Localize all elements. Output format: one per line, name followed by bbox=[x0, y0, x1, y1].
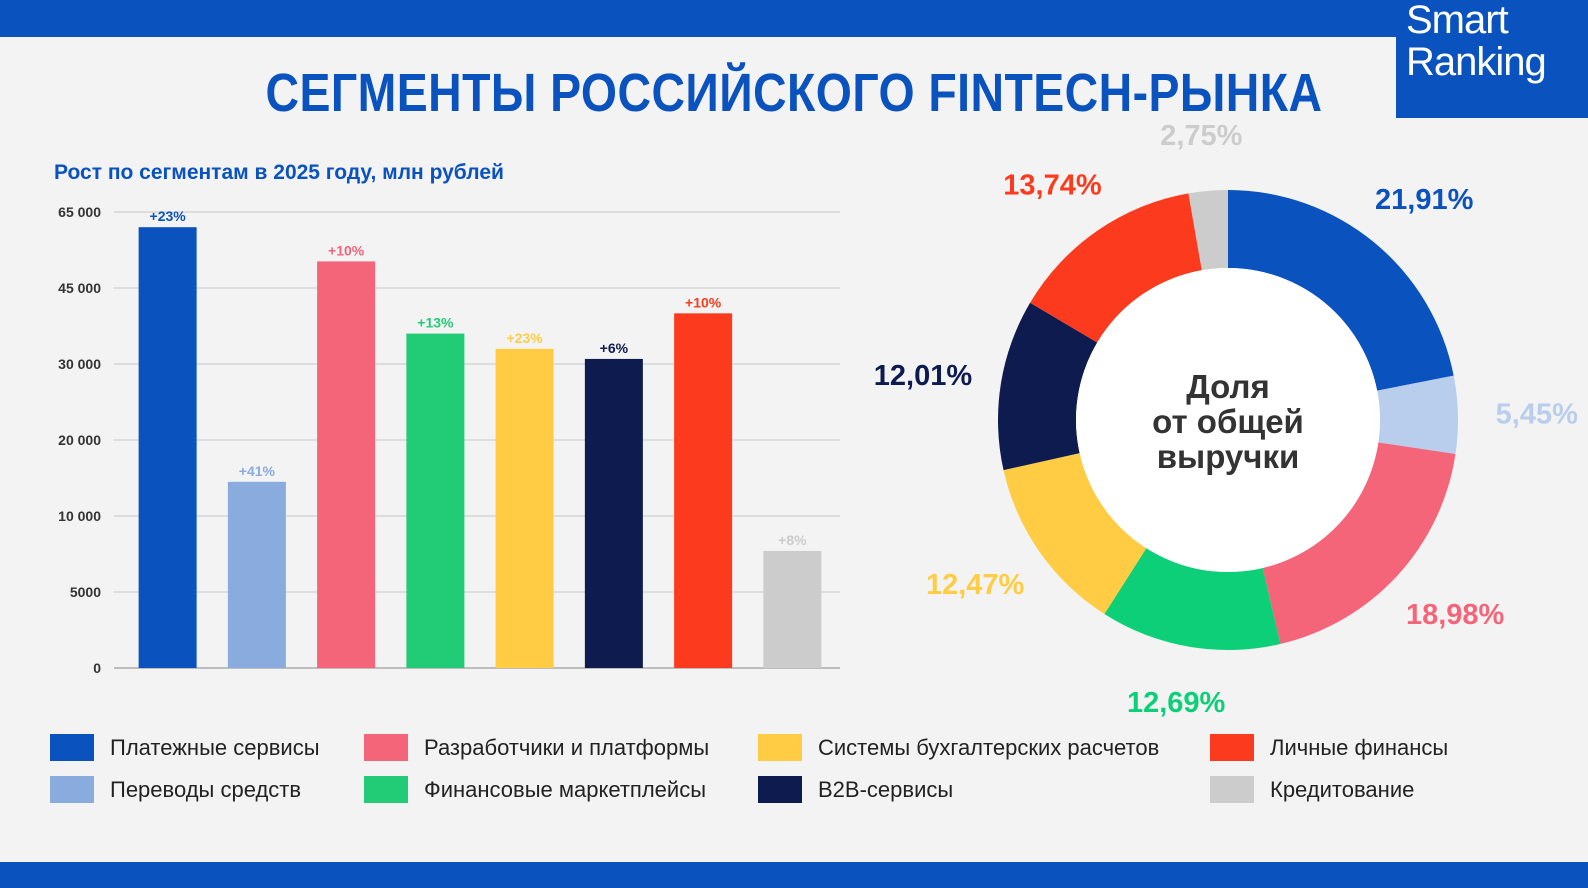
y-tick-label: 0 bbox=[93, 660, 101, 676]
donut-center-line-3: выручки bbox=[1157, 438, 1300, 475]
y-tick-label: 5000 bbox=[70, 584, 101, 600]
bar-data-label: +23% bbox=[507, 330, 544, 346]
donut-slice-label: 5,45% bbox=[1496, 398, 1578, 430]
y-tick-label: 65 000 bbox=[58, 204, 101, 220]
bar bbox=[495, 348, 554, 668]
bar-chart-data-labels: +23% +41% +10% +13% +23% +6% +10% +8% bbox=[150, 208, 808, 548]
bar-data-label: +10% bbox=[685, 294, 722, 310]
donut-chart-slices bbox=[997, 190, 1458, 650]
donut-slice bbox=[1262, 442, 1456, 644]
y-tick-label: 20 000 bbox=[58, 432, 101, 448]
top-band bbox=[0, 0, 1588, 37]
donut-slice bbox=[1104, 548, 1281, 650]
bottom-band bbox=[0, 862, 1588, 888]
bar-data-label: +41% bbox=[239, 463, 276, 479]
bar-data-label: +23% bbox=[150, 208, 187, 224]
bar-data-label: +6% bbox=[600, 340, 629, 356]
y-tick-label: 30 000 bbox=[58, 356, 101, 372]
bar-chart-bars bbox=[138, 227, 822, 668]
donut-slice-label: 12,47% bbox=[926, 569, 1025, 601]
donut-center bbox=[1076, 268, 1380, 572]
donut-slice bbox=[1188, 190, 1228, 271]
bar-data-label: +10% bbox=[328, 242, 365, 258]
y-tick-label: 45 000 bbox=[58, 280, 101, 296]
donut-slice-label: 13,74% bbox=[1003, 170, 1102, 202]
bar bbox=[674, 313, 733, 668]
bar-chart-title: Рост по сегментам в 2025 году, млн рубле… bbox=[54, 161, 504, 184]
bar bbox=[317, 261, 376, 668]
donut-center-line-2: от общей bbox=[1152, 403, 1304, 440]
bar bbox=[138, 227, 197, 668]
donut-slice bbox=[997, 302, 1098, 471]
smartranking-logo: Smart Ranking bbox=[1396, 0, 1588, 118]
donut-slice bbox=[1377, 375, 1458, 454]
bar-data-label: +13% bbox=[417, 315, 454, 331]
page-title: СЕГМЕНТЫ РОССИЙСКОГО FINTECH-РЫНКА bbox=[265, 63, 1323, 123]
donut-chart-slice-labels: 21,91% 5,45% 18,98% 12,69% 12,47% 12,01% 13,74… bbox=[874, 120, 1578, 719]
bar bbox=[763, 550, 822, 668]
y-tick-label: 10 000 bbox=[58, 508, 101, 524]
donut-slice bbox=[1003, 453, 1147, 614]
logo-line-2: Ranking bbox=[1406, 40, 1547, 84]
bar-data-label: +8% bbox=[778, 532, 807, 548]
bar-chart-y-ticks: 0 5000 10 000 20 000 30 000 45 000 65 000 bbox=[58, 204, 101, 676]
logo-line-1: Smart bbox=[1406, 0, 1509, 42]
bar bbox=[227, 481, 286, 668]
donut-slice-label: 12,69% bbox=[1127, 687, 1226, 719]
bar bbox=[406, 333, 465, 668]
donut-slice bbox=[1228, 190, 1454, 391]
donut-slice-label: 18,98% bbox=[1406, 599, 1505, 631]
donut-slice-label: 21,91% bbox=[1375, 184, 1474, 216]
donut-slice-label: 2,75% bbox=[1160, 120, 1242, 152]
donut-slice-label: 12,01% bbox=[874, 360, 973, 392]
donut-slice bbox=[1030, 193, 1202, 343]
donut-center-line-1: Доля bbox=[1186, 368, 1269, 405]
bar bbox=[584, 358, 643, 668]
